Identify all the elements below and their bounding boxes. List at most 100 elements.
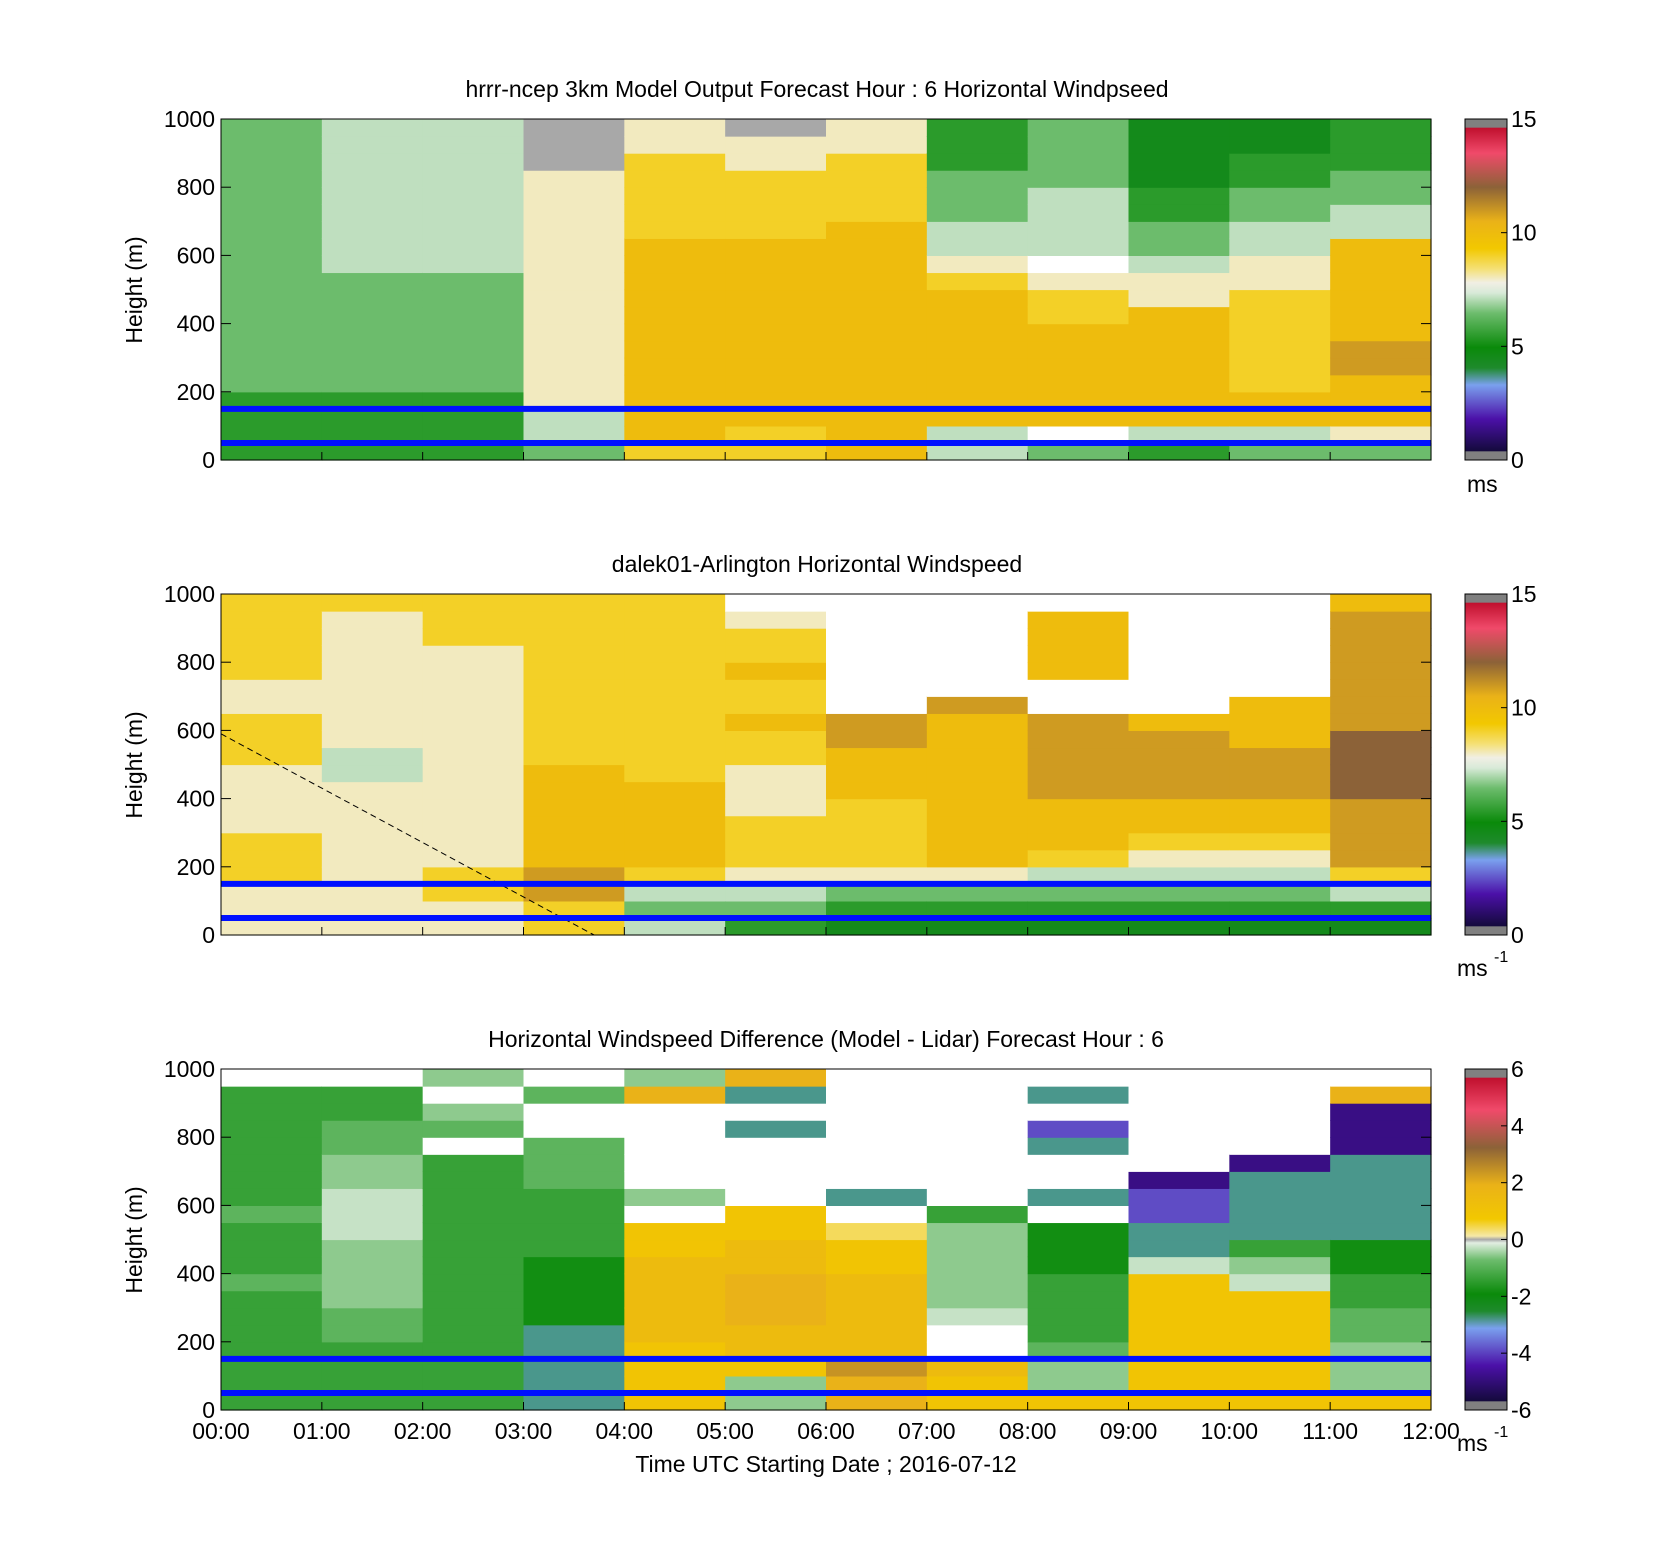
heatmap-cell [523,221,625,239]
heatmap-cell [1128,238,1230,256]
heatmap-cell [321,187,424,205]
heatmap-cell [1330,696,1432,714]
heatmap-cell [523,408,625,427]
heatmap-cell [926,1086,1029,1104]
heatmap-cell [926,747,1029,766]
heatmap-cell [926,391,1029,410]
heatmap-cell [1128,798,1230,817]
heatmap-cell [1128,1171,1230,1189]
heatmap-cell [725,289,827,308]
heatmap-cell [1128,1222,1230,1241]
heatmap-cell [926,1069,1029,1087]
heatmap-cell [321,204,424,222]
heatmap-cell [321,340,424,359]
heatmap-cell [1330,1188,1432,1206]
colorbar-tick-label: 10 [1511,220,1537,246]
y-tick-label: 0 [202,1397,215,1423]
heatmap-cell [422,917,525,936]
heatmap-cell [1027,1239,1130,1258]
heatmap-cell [1027,1069,1130,1087]
heatmap-cell [221,1392,323,1411]
heatmap-cell [725,408,827,427]
heatmap-cell [725,832,827,851]
heatmap-cell [926,442,1029,461]
panel-title: dalek01-Arlington Horizontal Windspeed [612,551,1022,577]
heatmap-cell [725,883,827,902]
heatmap-cell [1330,917,1432,936]
heatmap-cell [1229,289,1331,308]
heatmap-cell [624,1137,726,1155]
heatmap-cell [624,408,726,427]
heatmap-cell [221,408,323,427]
heatmap-cell [422,645,525,663]
heatmap-cell [1330,594,1432,612]
heatmap-cell [725,425,827,444]
heatmap-cell [422,153,525,171]
heatmap-cell [1128,170,1230,188]
heatmap-cell [221,1273,323,1292]
heatmap-cell [725,1324,827,1343]
heatmap-cell [221,645,323,663]
heatmap-cell [221,832,323,851]
heatmap-cell [523,730,625,749]
heatmap-cell [1330,1205,1432,1224]
heatmap-cell [523,153,625,171]
heatmap-cell [321,747,424,766]
heatmap-cell [1330,1239,1432,1258]
heatmap-cell [1330,272,1432,291]
heatmap-cell [1229,1273,1331,1292]
heatmap-cell [321,272,424,291]
heatmap-cell [926,1392,1029,1411]
heatmap-cell [624,628,726,646]
heatmap-cell [523,1375,625,1394]
heatmap-cell [1027,1375,1130,1394]
heatmap-cell [725,679,827,697]
heatmap-cell [221,628,323,646]
heatmap-cell [422,1086,525,1104]
heatmap-cell [1128,730,1230,749]
heatmap-cell [321,323,424,342]
heatmap-cell [826,781,928,800]
heatmap-cell [1330,1307,1432,1326]
heatmap-cell [725,1358,827,1377]
x-tick-label: 05:00 [696,1418,754,1444]
heatmap-cell [826,170,928,188]
heatmap-cell [1027,204,1130,222]
heatmap-cell [221,764,323,783]
heatmap-cell [221,374,323,393]
heatmap-cell [221,1341,323,1360]
heatmap-cell [1128,1137,1230,1155]
heatmap-cell [1128,272,1230,291]
y-tick-label: 200 [177,1329,215,1355]
heatmap-cell [422,1171,525,1189]
heatmap-cell [523,1086,625,1104]
heatmap-cell [1027,136,1130,154]
x-axis: 00:00 01:00 02:00 03:00 04:00 05:00 06:00 07:00… [192,1402,1460,1444]
heatmap-cell [523,323,625,342]
heatmap-cell [926,357,1029,376]
heatmap-cell [1330,645,1432,663]
heatmap-cell [1229,1103,1331,1121]
heatmap-cell [624,238,726,256]
heatmap-cell [1229,900,1331,919]
heatmap-cell [1330,679,1432,697]
heatmap-cell [221,1375,323,1394]
heatmap-cell [624,119,726,137]
y-tick-label: 600 [177,242,215,268]
panel-difference: Horizontal Windspeed Difference (Model -… [121,1026,1532,1477]
colorbar-tick-label: 15 [1511,106,1537,132]
heatmap-cell [321,628,424,646]
heatmap-cell [1128,1154,1230,1172]
heatmap-cell [1128,1392,1230,1411]
heatmap-cell [725,764,827,783]
heatmap-cell [1027,917,1130,936]
heatmap-cell [1128,849,1230,868]
heatmap-cell [1128,832,1230,851]
heatmap-cell [1229,1171,1331,1189]
heatmap-cell [826,798,928,817]
heatmap-cell [725,323,827,342]
heatmap-cell [926,306,1029,325]
heatmap-cell [826,832,928,851]
heatmap-cell [1128,1324,1230,1343]
